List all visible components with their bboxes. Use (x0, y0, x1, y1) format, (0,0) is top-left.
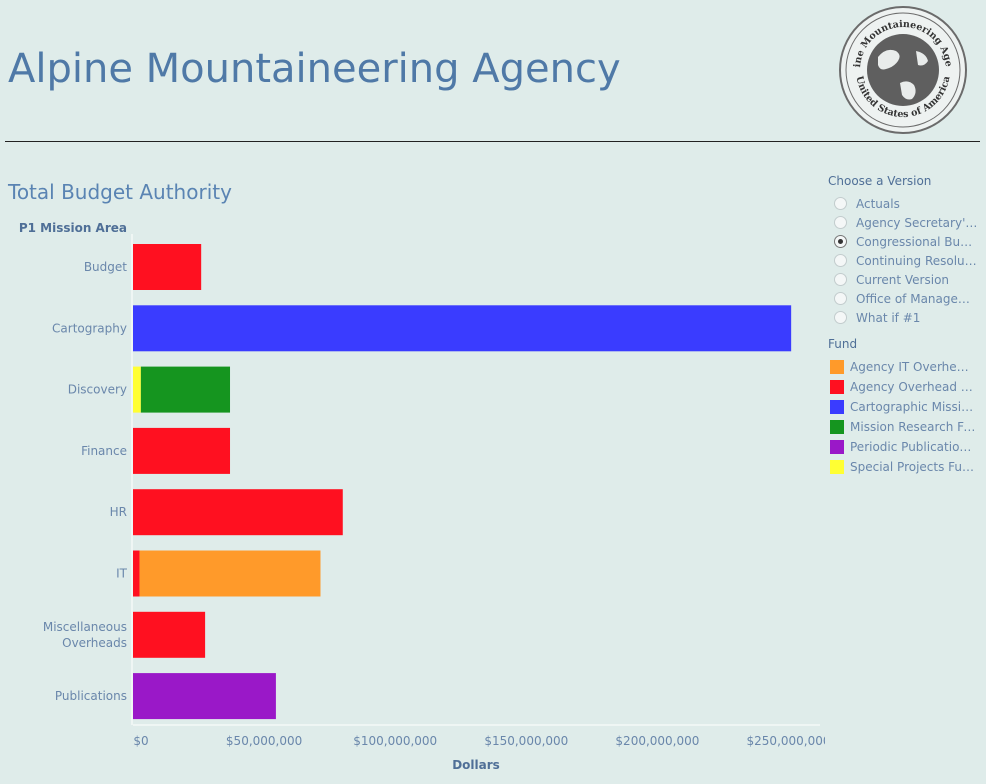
x-tick-label: $0 (133, 734, 148, 748)
version-option-label: Continuing Resoluti... (856, 253, 978, 268)
legend-swatch (830, 440, 844, 454)
y-tick-label: HR (110, 505, 127, 519)
row-header-label: P1 Mission Area (19, 221, 127, 235)
filter-sidebar: Choose a Version Actuals Agency Secretary… (828, 174, 983, 477)
bar-discovery-series-2[interactable] (140, 366, 231, 413)
header-divider (5, 141, 980, 142)
bar-it-series-3[interactable] (139, 550, 321, 597)
version-option-0[interactable]: Actuals (828, 194, 983, 213)
fund-legend-item-5[interactable]: Special Projects Fun... (828, 457, 983, 477)
legend-swatch (830, 400, 844, 414)
version-option-label: Office of Managem... (856, 291, 978, 306)
legend-label: Periodic Publications... (850, 440, 976, 454)
x-tick-label: $150,000,000 (484, 734, 568, 748)
fund-legend-title: Fund (828, 337, 858, 351)
y-tick-label: Miscellaneous Overheads (43, 620, 127, 650)
legend-label: Mission Research Fu... (850, 420, 976, 434)
bar-budget-series-1[interactable] (133, 244, 202, 290)
x-axis-label: Dollars (452, 758, 500, 772)
version-option-label: Congressional Budg... (856, 234, 978, 249)
bar-publications-series-5[interactable] (133, 673, 276, 720)
bar-cartography-series-4[interactable] (133, 305, 792, 352)
bar-hr-series-1[interactable] (133, 489, 343, 536)
legend-label: Cartographic Missio... (850, 400, 976, 414)
version-filter-title: Choose a Version (828, 174, 932, 188)
bar-discovery-series-0[interactable] (133, 366, 141, 413)
bar-miscellaneous-overheads-series-1[interactable] (133, 611, 206, 658)
agency-seal-logo: Alpine Mountaineering Agency United Stat… (838, 5, 967, 134)
y-tick-label: Publications (55, 689, 127, 703)
legend-swatch (830, 380, 844, 394)
version-option-5[interactable]: Office of Managem... (828, 289, 983, 308)
version-option-4[interactable]: Current Version (828, 270, 983, 289)
legend-swatch (830, 420, 844, 434)
fund-legend-list: Agency IT Overhead ... Agency Overhead Fu… (828, 357, 983, 477)
fund-legend-item-0[interactable]: Agency IT Overhead ... (828, 357, 983, 377)
fund-legend-item-1[interactable]: Agency Overhead Fu... (828, 377, 983, 397)
budget-bar-chart: P1 Mission Area Budget Cartography Discove… (19, 221, 825, 772)
legend-label: Agency Overhead Fu... (850, 380, 976, 394)
y-tick-label: Discovery (68, 383, 127, 397)
radio-unchecked-icon[interactable] (834, 254, 847, 267)
bar-it-series-1[interactable] (133, 550, 140, 597)
page-title: Alpine Mountaineering Agency (8, 46, 621, 92)
version-option-3[interactable]: Continuing Resoluti... (828, 251, 983, 270)
x-tick-label: $250,000,000 (747, 734, 825, 748)
chart-title: Total Budget Authority (8, 180, 232, 204)
version-option-6[interactable]: What if #1 (828, 308, 983, 327)
fund-legend-item-4[interactable]: Periodic Publications... (828, 437, 983, 457)
x-tick-label: $100,000,000 (353, 734, 437, 748)
bar-finance-series-1[interactable] (133, 427, 231, 474)
radio-unchecked-icon[interactable] (834, 273, 847, 286)
legend-swatch (830, 360, 844, 374)
legend-label: Special Projects Fun... (850, 460, 976, 474)
radio-unchecked-icon[interactable] (834, 292, 847, 305)
version-option-label: Current Version (856, 272, 950, 287)
version-radio-list: Actuals Agency Secretary's ... Congression… (828, 194, 983, 327)
radio-unchecked-icon[interactable] (834, 216, 847, 229)
radio-unchecked-icon[interactable] (834, 197, 847, 210)
radio-checked-icon[interactable] (834, 235, 847, 248)
y-tick-label: Cartography (52, 321, 127, 335)
legend-label: Agency IT Overhead ... (850, 360, 976, 374)
y-tick-label: IT (116, 567, 128, 581)
version-option-label: Actuals (856, 196, 900, 211)
x-tick-label: $200,000,000 (615, 734, 699, 748)
y-tick-label: Budget (84, 260, 127, 274)
version-option-2[interactable]: Congressional Budg... (828, 232, 983, 251)
y-tick-label: Finance (81, 444, 127, 458)
radio-unchecked-icon[interactable] (834, 311, 847, 324)
version-option-1[interactable]: Agency Secretary's ... (828, 213, 983, 232)
legend-swatch (830, 460, 844, 474)
fund-legend-item-2[interactable]: Cartographic Missio... (828, 397, 983, 417)
version-option-label: Agency Secretary's ... (856, 215, 978, 230)
x-tick-label: $50,000,000 (226, 734, 302, 748)
version-option-label: What if #1 (856, 310, 921, 325)
fund-legend-item-3[interactable]: Mission Research Fu... (828, 417, 983, 437)
